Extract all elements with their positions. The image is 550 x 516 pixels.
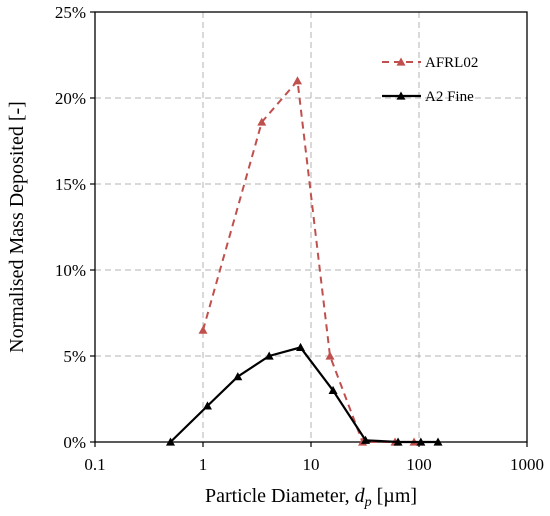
series-a2-fine [165, 342, 443, 446]
x-tick-label: 100 [406, 455, 432, 474]
tick-labels: 0.1 1 10 100 1000 0% 5% 10% 15% 20% 25% [55, 3, 544, 474]
data-point [198, 325, 208, 334]
legend-marker [396, 91, 406, 100]
data-point [293, 76, 303, 85]
y-tick-label: 10% [55, 261, 86, 280]
data-point [233, 372, 243, 381]
legend-label: AFRL02 [425, 55, 478, 71]
series-line [202, 78, 415, 443]
x-axis-title-sub: p [364, 495, 372, 510]
y-axis-title: Normalised Mass Deposited [-] [6, 101, 28, 353]
series-afrl02 [198, 76, 419, 446]
data-point [165, 437, 175, 446]
grid [95, 12, 527, 442]
y-tick-label: 20% [55, 89, 86, 108]
series-layer [165, 76, 443, 446]
x-tick-label: 0.1 [84, 455, 105, 474]
data-point [257, 117, 267, 126]
y-tick-label: 15% [55, 175, 86, 194]
data-point [202, 401, 212, 410]
y-tick-label: 25% [55, 3, 86, 22]
legend-marker [396, 57, 406, 66]
data-point [393, 437, 403, 446]
y-tick-label: 0% [63, 433, 86, 452]
x-axis-title-unit: [µm] [372, 485, 417, 507]
x-tick-label: 10 [303, 455, 320, 474]
legend-label: A2 Fine [425, 89, 474, 105]
data-point [361, 435, 371, 444]
legend: AFRL02 A2 Fine [382, 55, 478, 105]
x-tick-label: 1 [199, 455, 208, 474]
series-line [169, 346, 438, 444]
data-point [433, 437, 443, 446]
x-tick-label: 1000 [510, 455, 544, 474]
y-tick-label: 5% [63, 347, 86, 366]
x-axis-title-text: Particle Diameter, [205, 485, 355, 507]
x-axis-title-var: d [355, 485, 366, 507]
data-point [264, 351, 274, 360]
x-axis-title: Particle Diameter, dp [µm] [205, 485, 417, 510]
data-point [296, 342, 306, 351]
data-point [325, 351, 335, 360]
data-point [328, 385, 338, 394]
